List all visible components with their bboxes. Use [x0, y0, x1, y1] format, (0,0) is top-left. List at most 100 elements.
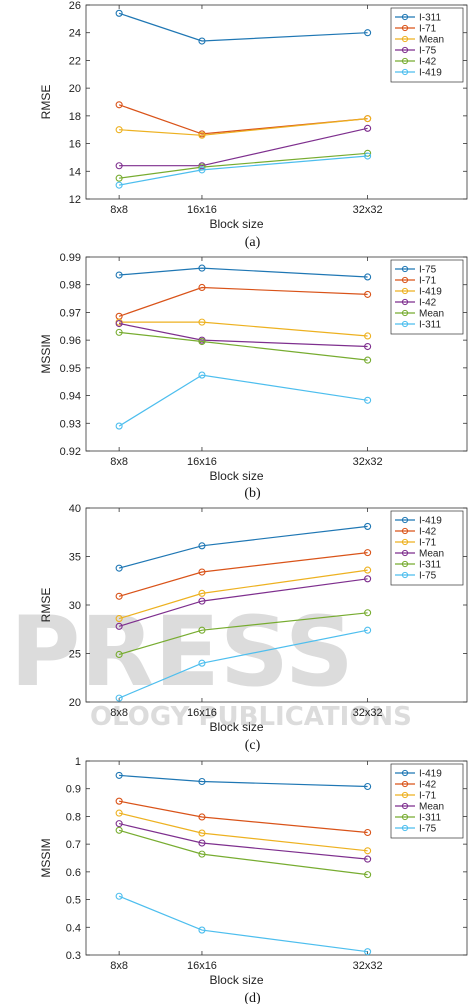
data-point [115, 271, 123, 279]
legend-entry-label: I-75 [419, 265, 437, 276]
data-point [115, 650, 123, 659]
watermark-line-1: PRESS [10, 596, 354, 708]
y-tick-label: 0.92 [60, 446, 81, 458]
legend-marker [401, 287, 409, 295]
data-point [115, 592, 123, 600]
data-point [115, 892, 123, 900]
data-point [115, 9, 123, 17]
data-point [115, 622, 123, 630]
legend-entry-label: I-311 [419, 813, 441, 824]
plot-area-frame [85, 760, 468, 956]
legend-marker [401, 571, 409, 579]
watermark-line-2: OLOGY PUBLICATIONS [90, 702, 412, 732]
y-tick-label: 40 [69, 503, 81, 515]
legend-box [390, 259, 464, 335]
x-tick-label: 16x16 [187, 456, 217, 468]
y-tick-label: 0.5 [66, 895, 81, 907]
data-point [364, 356, 372, 364]
x-axis-label: Block size [209, 720, 263, 734]
x-tick-label: 8x8 [110, 707, 128, 719]
data-point [198, 829, 206, 837]
chart-1: 12 14 16 18 20 22 24 26 8x8 16x16 32x32 Block size R… [39, 0, 468, 250]
data-point [198, 166, 206, 174]
panel-caption: (a) [245, 235, 261, 250]
data-point [115, 422, 123, 430]
legend-entry-label: I-75 [419, 824, 437, 835]
y-tick-label: 0.6 [66, 867, 81, 879]
legend-entry-label: I-419 [419, 769, 442, 780]
y-tick-label: 0.9 [66, 784, 81, 796]
x-tick-label: 32x32 [353, 707, 383, 719]
legend-marker [401, 265, 409, 273]
data-point [364, 115, 372, 123]
y-tick-label: 0.98 [60, 280, 81, 292]
x-tick-label: 16x16 [187, 707, 217, 719]
data-point [198, 131, 206, 139]
legend-entry-label: I-42 [419, 298, 437, 309]
legend-entry-label: I-419 [419, 516, 442, 527]
series-line-I-419 [119, 774, 368, 788]
legend-marker [401, 549, 409, 557]
y-tick-label: 26 [69, 0, 81, 12]
x-tick-label: 16x16 [187, 960, 217, 972]
watermark: PRESS OLOGY PUBLICATIONS [10, 596, 412, 732]
legend-entry-label: I-311 [419, 320, 441, 331]
y-tick-label: 0.4 [66, 922, 81, 934]
charts: 12 14 16 18 20 22 24 26 8x8 16x16 32x32 Block size R… [39, 0, 468, 1004]
data-point [198, 659, 206, 667]
y-tick-label: 35 [69, 552, 81, 564]
data-point [198, 926, 206, 934]
data-point [364, 290, 372, 298]
data-point [364, 871, 372, 879]
legend-marker [401, 791, 409, 799]
y-tick-label: 20 [69, 697, 81, 709]
legend-entry-label: I-311 [419, 560, 441, 571]
x-axis-label: Block size [209, 217, 263, 231]
data-point [198, 839, 206, 847]
series-line-Mean [118, 823, 368, 860]
data-point [198, 283, 206, 292]
legend-marker [401, 57, 409, 65]
data-point [115, 564, 123, 572]
legend-marker [401, 35, 409, 43]
series-line-I-71 [118, 104, 368, 135]
data-point [115, 319, 123, 328]
legend-marker [401, 813, 409, 821]
y-tick-label: 18 [69, 111, 81, 123]
data-point [364, 855, 372, 863]
data-point [364, 782, 372, 791]
legend-entry-label: I-419 [419, 287, 442, 298]
series-line-Mean [118, 578, 368, 627]
data-point [115, 820, 123, 828]
data-point [198, 813, 206, 821]
data-point [198, 337, 206, 346]
panel-caption: (c) [245, 738, 261, 753]
series-line-I-419 [118, 155, 368, 186]
y-tick-label: 0.95 [60, 363, 81, 375]
data-point [198, 371, 206, 379]
y-axis-label: MSSIM [39, 334, 53, 373]
legend-marker [401, 560, 409, 568]
plot-area-frame [85, 4, 468, 200]
x-axis-label: Block size [209, 469, 263, 483]
y-tick-label: 30 [69, 600, 81, 612]
data-point [364, 522, 372, 530]
series-line-I-42 [118, 800, 368, 834]
data-point [364, 566, 372, 574]
legend-marker [401, 516, 409, 524]
data-point [364, 342, 372, 351]
x-tick-label: 32x32 [353, 960, 383, 972]
legend-marker [401, 769, 409, 777]
y-axis-label: MSSIM [39, 838, 53, 877]
series-line-Mean [119, 118, 368, 136]
y-tick-label: 0.3 [66, 950, 81, 962]
data-point [364, 575, 372, 583]
legend-entry-label: I-42 [419, 527, 437, 538]
data-point [364, 847, 372, 855]
y-tick-label: 0.96 [60, 335, 81, 347]
series-line-I-71 [118, 286, 368, 317]
data-point [364, 828, 372, 837]
series-line-I-75 [119, 127, 368, 167]
y-tick-label: 0.8 [66, 811, 81, 823]
